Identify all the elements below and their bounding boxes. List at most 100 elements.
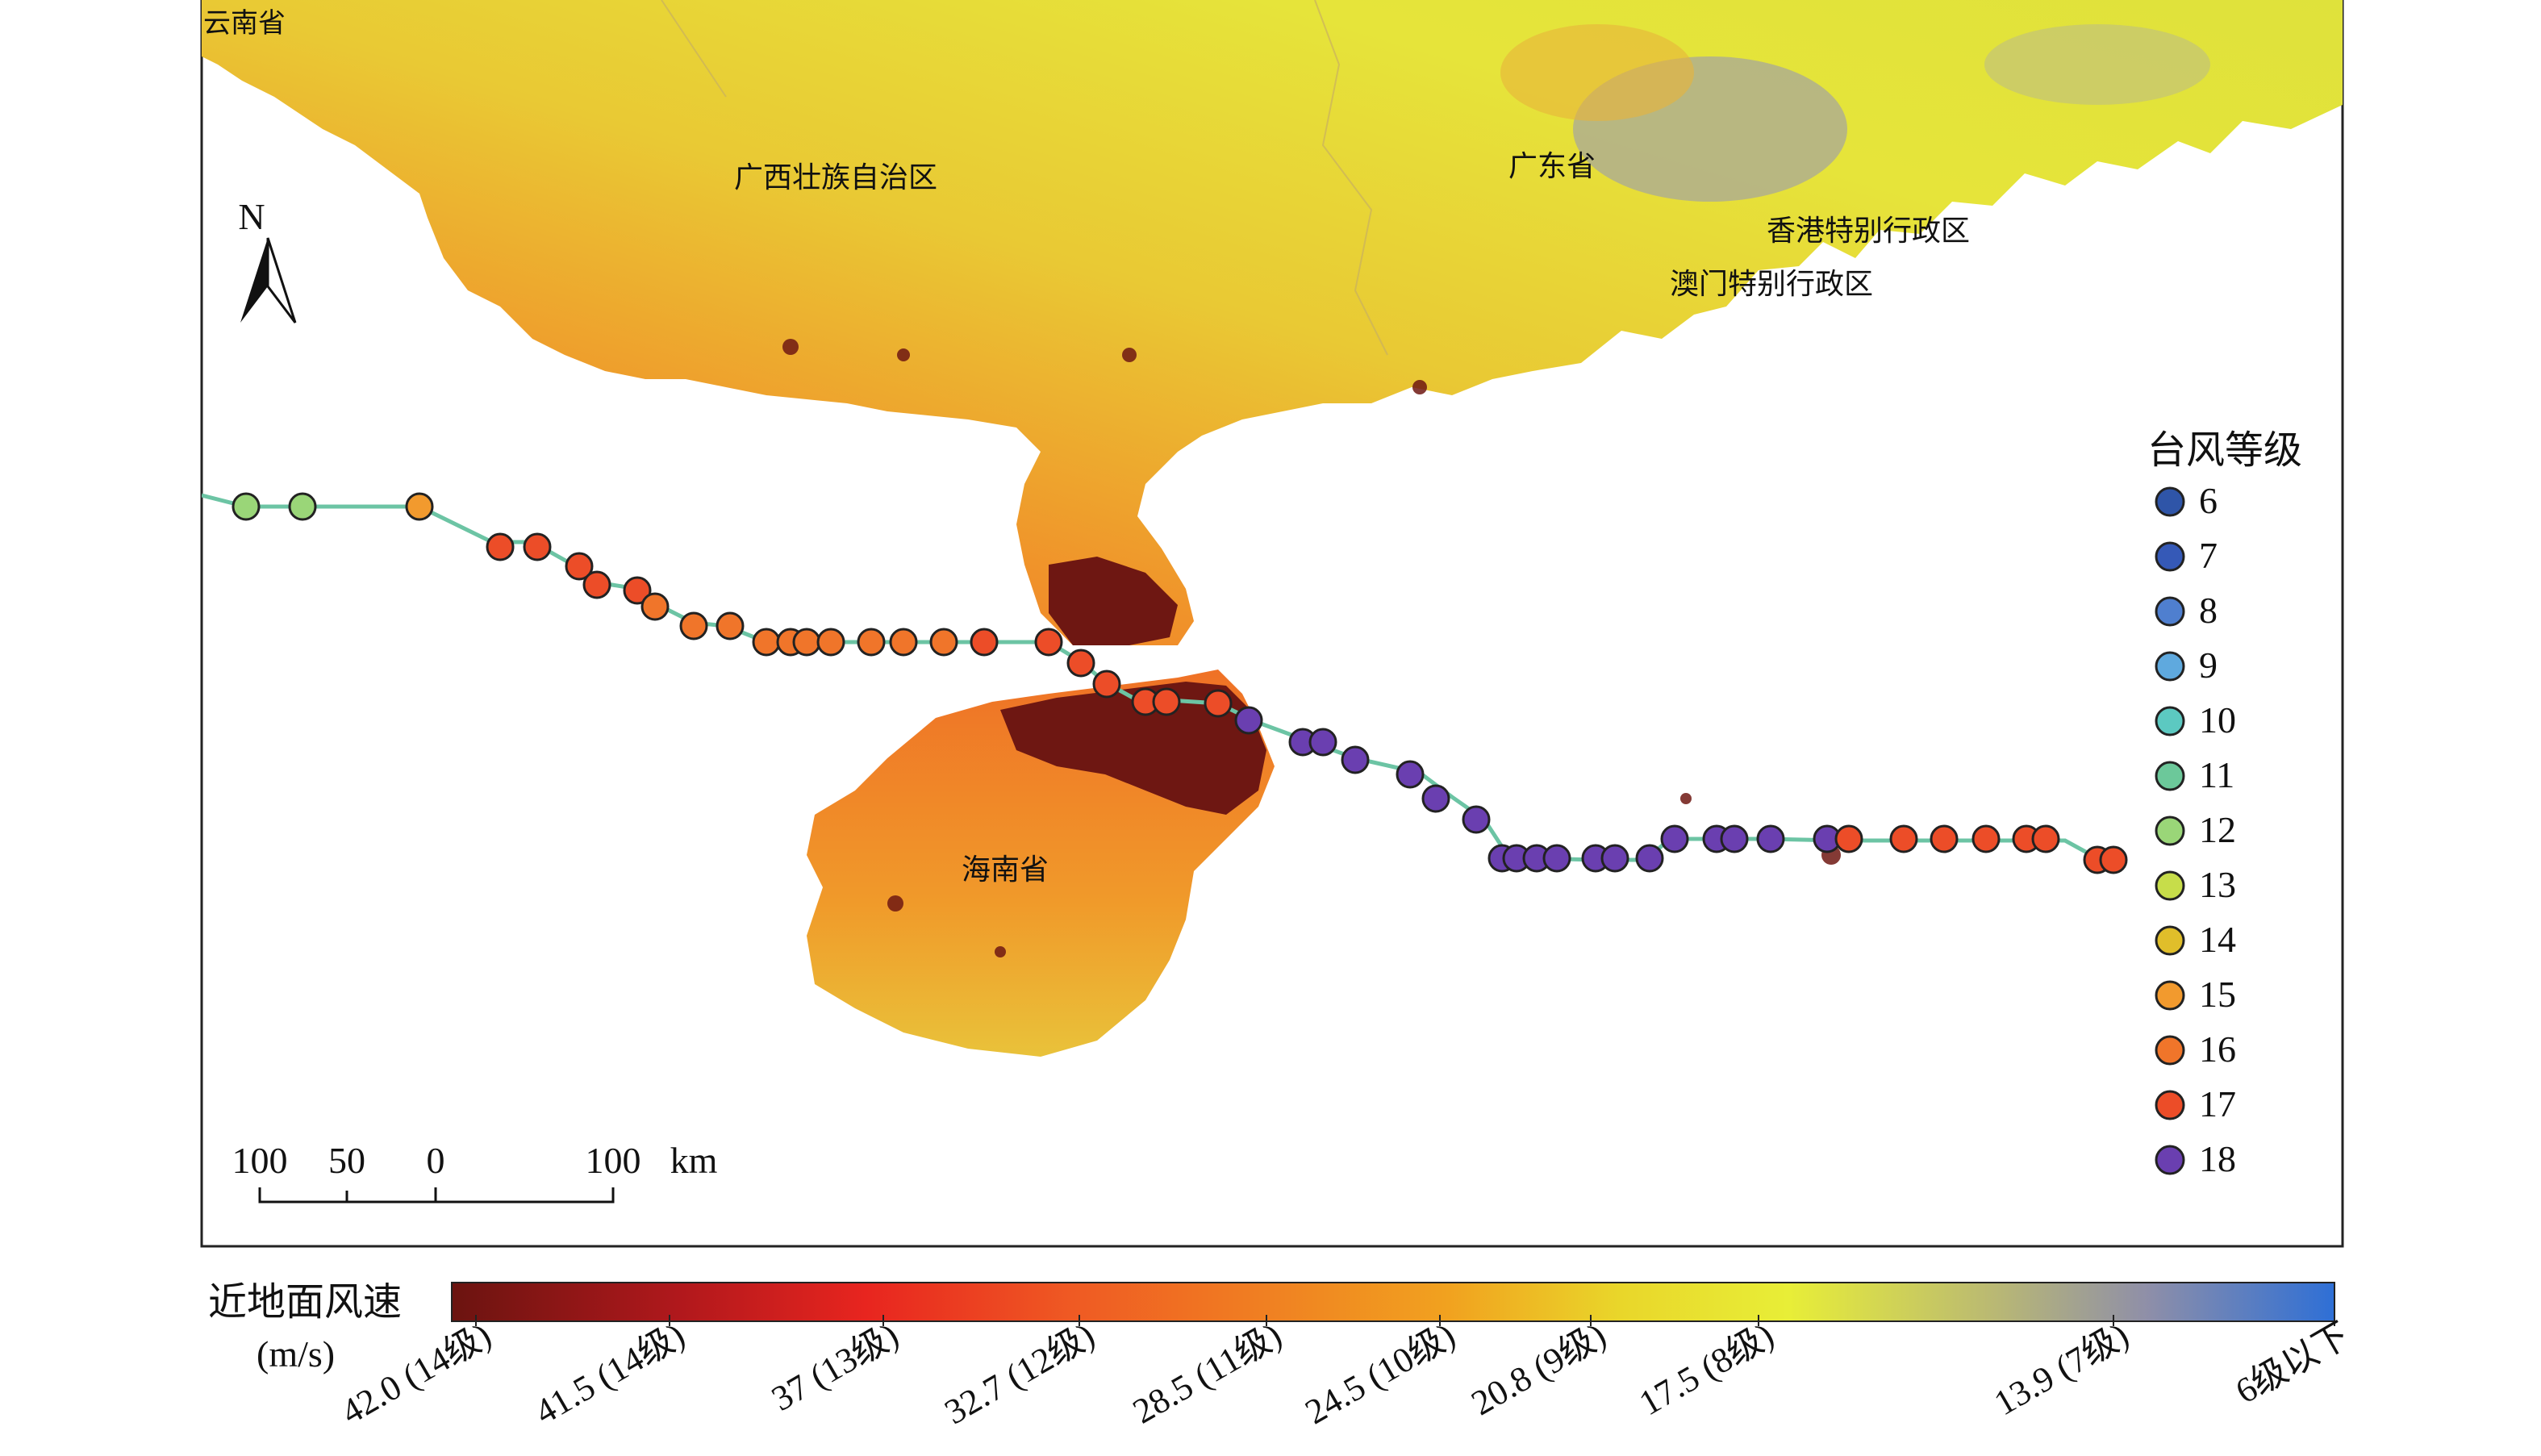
legend-swatch-18: [2155, 1145, 2185, 1175]
track-point: [1600, 844, 1629, 873]
track-point: [2099, 845, 2128, 874]
legend-label-7: 7: [2199, 535, 2218, 576]
legend-swatch-9: [2155, 651, 2185, 682]
legend-swatch-6: [2155, 486, 2185, 517]
track-point: [1834, 824, 1863, 853]
track-point: [640, 592, 670, 621]
colorbar-tick-label: 24.5 (10级): [1299, 1315, 1462, 1432]
track-point: [1234, 706, 1263, 735]
svg-text:100: 100: [586, 1140, 641, 1181]
legend-label-8: 8: [2199, 590, 2218, 631]
colorbar-tick-label: 17.5 (8级): [1633, 1315, 1780, 1423]
track-point: [1204, 689, 1233, 718]
colorbar-tick-label: 41.5 (14级): [528, 1315, 691, 1432]
track-point: [1971, 824, 2001, 853]
svg-text:0: 0: [427, 1140, 445, 1181]
legend-swatch-10: [2155, 706, 2185, 736]
track-point: [565, 552, 594, 581]
typhoon-track-points: [232, 492, 2128, 874]
typhoon-level-legend: 台风等级 6 7 8 9 10 11 12 13 14 15 16 17 18: [2147, 429, 2302, 1179]
colorbar-tick-label: 37 (13级): [765, 1315, 905, 1419]
label-hainan: 海南省: [962, 853, 1049, 886]
track-point: [623, 576, 652, 605]
track-point: [1930, 824, 1959, 853]
legend-swatch-7: [2155, 541, 2185, 572]
track-point: [1066, 649, 1095, 678]
north-arrow-icon: N: [238, 196, 297, 323]
legend-label-9: 9: [2199, 645, 2218, 686]
track-point: [889, 628, 918, 657]
track-point: [1720, 824, 1749, 853]
track-point: [232, 492, 261, 521]
track-point: [1396, 760, 1425, 789]
colorbar-tick-label: 13.9 (7级): [1988, 1315, 2135, 1423]
legend-label-12: 12: [2199, 809, 2236, 850]
colorbar-tick-label: 42.0 (14级): [335, 1315, 498, 1432]
legend-title: 台风等级: [2147, 429, 2302, 472]
track-point: [1462, 805, 1491, 834]
track-point: [1756, 824, 1785, 853]
legend-label-18: 18: [2199, 1138, 2236, 1179]
legend-swatch-16: [2155, 1035, 2185, 1066]
legend-swatch-11: [2155, 761, 2185, 791]
track-point: [582, 570, 611, 599]
track-point: [2031, 824, 2060, 853]
colorbar-unit: (m/s): [257, 1333, 335, 1375]
legend-swatch-8: [2155, 596, 2185, 627]
legend-swatch-13: [2155, 870, 2185, 901]
label-hongkong: 香港特别行政区: [1767, 214, 1970, 247]
legend-swatch-17: [2155, 1090, 2185, 1120]
track-point: [1660, 824, 1689, 853]
track-point: [1889, 824, 1918, 853]
legend-label-15: 15: [2199, 974, 2236, 1015]
track-point: [523, 532, 552, 561]
scale-bar: 100 50 0 100 km: [232, 1140, 718, 1204]
wind-speed-colorbar: 近地面风速 (m/s) 42.0 (14级) 41.5 (14级) 37 (13级)…: [208, 1281, 2356, 1432]
track-point: [970, 628, 999, 657]
colorbar-title: 近地面风速: [208, 1281, 402, 1324]
track-point: [716, 611, 745, 640]
svg-text:N: N: [238, 196, 265, 237]
track-point: [816, 628, 845, 657]
label-guangxi: 广西壮族自治区: [734, 161, 937, 194]
legend-label-6: 6: [2199, 480, 2218, 521]
track-point: [288, 492, 317, 521]
legend-label-16: 16: [2199, 1028, 2236, 1070]
hainan-dark-area: [1000, 682, 1266, 815]
track-point: [486, 532, 515, 561]
track-point: [679, 611, 708, 640]
legend-label-10: 10: [2199, 699, 2236, 741]
svg-text:km: km: [670, 1140, 718, 1181]
track-point: [1308, 728, 1337, 757]
track-point: [1421, 784, 1450, 813]
track-point: [1152, 687, 1181, 716]
track-point: [1034, 628, 1063, 657]
colorbar-tick-label: 28.5 (11级): [1126, 1315, 1288, 1431]
track-point: [857, 628, 886, 657]
label-yunnan: 云南省: [203, 8, 286, 39]
label-guangdong: 广东省: [1508, 149, 1596, 182]
legend-label-11: 11: [2199, 754, 2234, 795]
colorbar-tick-label: 20.8 (9级): [1465, 1315, 1613, 1423]
legend-label-14: 14: [2199, 919, 2236, 960]
track-point: [405, 492, 434, 521]
legend-label-13: 13: [2199, 864, 2236, 905]
legend-label-17: 17: [2199, 1083, 2236, 1124]
track-point: [1635, 844, 1664, 873]
legend-swatch-12: [2155, 816, 2185, 846]
colorbar-tick-label: 6级以下: [2229, 1315, 2356, 1411]
track-point: [1092, 670, 1121, 699]
track-point: [752, 628, 781, 657]
legend-swatch-14: [2155, 925, 2185, 956]
legend-swatch-15: [2155, 980, 2185, 1011]
colorbar-tick-label: 32.7 (12级): [938, 1315, 1101, 1432]
track-point: [1542, 844, 1571, 873]
track-point: [1341, 745, 1370, 774]
label-macau: 澳门特别行政区: [1670, 267, 1873, 300]
svg-text:50: 50: [328, 1140, 365, 1181]
svg-text:100: 100: [232, 1140, 288, 1181]
track-point: [792, 628, 821, 657]
track-point: [929, 628, 958, 657]
leizhou-dark-area: [1049, 557, 1178, 645]
